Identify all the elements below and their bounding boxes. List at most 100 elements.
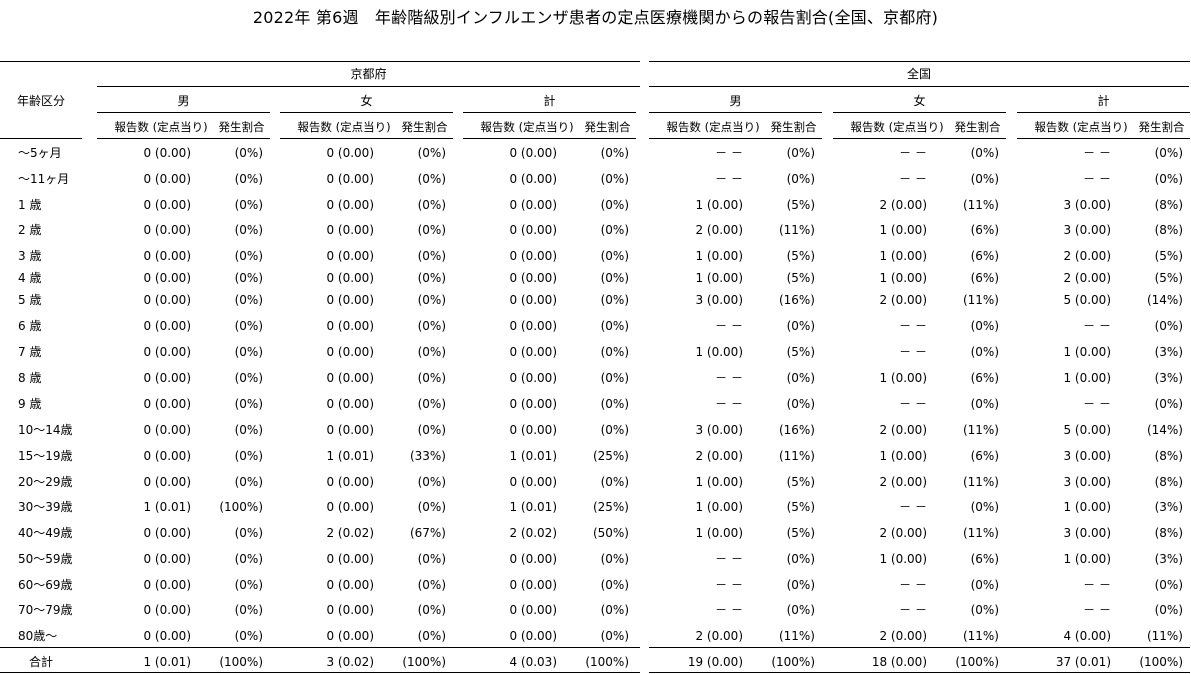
ratio-cell: (11%) (1146, 629, 1183, 643)
ratio-cell: (0%) (417, 423, 446, 437)
count-cell: 0 (0.00) (143, 475, 191, 489)
ratio-cell: (0%) (600, 475, 629, 489)
ratio-cell: (0%) (970, 172, 999, 186)
header-bottom-rule (833, 138, 1006, 139)
age-label: 20～29歳 (18, 475, 73, 489)
ratio-cell: (0%) (600, 552, 629, 566)
count-cell: － － (899, 500, 927, 514)
ratio-cell: (14%) (1146, 423, 1183, 437)
count-cell: － － (899, 146, 927, 160)
ratio-cell: (11%) (962, 526, 999, 540)
count-cell: － － (899, 578, 927, 592)
ratio-cell: (0%) (600, 249, 629, 263)
ratio-cell: (6%) (970, 249, 999, 263)
ratio-cell: (0%) (234, 249, 263, 263)
ratio-cell: (0%) (234, 475, 263, 489)
age-label: 60～69歳 (18, 578, 73, 592)
ratio-cell: (0%) (234, 293, 263, 307)
ratio-cell: (0%) (234, 345, 263, 359)
ratio-cell: (3%) (1154, 345, 1183, 359)
ratio-cell: (33%) (409, 449, 446, 463)
ratio-cell: (11%) (962, 423, 999, 437)
count-cell: 5 (0.00) (1063, 423, 1111, 437)
count-cell: 0 (0.00) (509, 223, 557, 237)
count-cell: 0 (0.00) (509, 146, 557, 160)
ratio-cell: (100%) (219, 500, 263, 514)
ratio-cell: (0%) (417, 172, 446, 186)
count-cell: 1 (0.00) (879, 552, 927, 566)
ratio-cell: (8%) (1154, 449, 1183, 463)
count-cell: 4 (0.03) (509, 655, 557, 669)
count-cell: 3 (0.00) (695, 293, 743, 307)
ratio-cell: (3%) (1154, 371, 1183, 385)
region-label-national: 全国 (906, 67, 931, 81)
table-top-rule (0, 61, 640, 62)
count-cell: － － (899, 397, 927, 411)
age-label: ～11ヶ月 (18, 172, 70, 186)
ratio-cell: (0%) (417, 293, 446, 307)
ratio-cell: (11%) (778, 223, 815, 237)
total-label: 合計 (28, 655, 53, 669)
ratio-cell: (0%) (600, 172, 629, 186)
age-label: 40～49歳 (18, 526, 73, 540)
ratio-cell: (0%) (417, 552, 446, 566)
count-cell: 0 (0.00) (326, 293, 374, 307)
count-cell: 4 (0.00) (1063, 629, 1111, 643)
age-label: 2 歳 (18, 223, 42, 237)
count-cell: － － (899, 319, 927, 333)
ratio-cell: (0%) (417, 271, 446, 285)
count-cell: 1 (0.00) (879, 249, 927, 263)
ratio-cell: (0%) (786, 552, 815, 566)
sex-header: 男 (729, 94, 742, 108)
ratio-cell: (5%) (786, 271, 815, 285)
count-cell: 0 (0.00) (509, 475, 557, 489)
count-cell: 2 (0.00) (695, 449, 743, 463)
age-label: 3 歳 (18, 249, 42, 263)
ratio-cell: (11%) (962, 475, 999, 489)
count-cell: 0 (0.00) (509, 319, 557, 333)
age-label: 9 歳 (18, 397, 42, 411)
ratio-cell: (0%) (234, 629, 263, 643)
region-rule (649, 86, 1189, 87)
count-cell: 1 (0.00) (695, 271, 743, 285)
ratio-cell: (0%) (234, 223, 263, 237)
ratio-cell: (3%) (1154, 500, 1183, 514)
ratio-cell: (100%) (1139, 655, 1183, 669)
ratio-cell: (0%) (417, 500, 446, 514)
ratio-cell: (100%) (771, 655, 815, 669)
count-cell: － － (715, 603, 743, 617)
ratio-cell: (0%) (600, 146, 629, 160)
count-cell: 3 (0.00) (1063, 198, 1111, 212)
count-cell: 1 (0.00) (879, 371, 927, 385)
count-cell: 2 (0.00) (879, 526, 927, 540)
count-cell: 0 (0.00) (143, 578, 191, 592)
header-bottom-rule (463, 138, 636, 139)
ratio-cell: (0%) (600, 423, 629, 437)
sex-rule (1017, 112, 1190, 113)
count-cell: － － (715, 578, 743, 592)
count-cell: 0 (0.00) (509, 423, 557, 437)
header-bottom-rule (1017, 138, 1190, 139)
ratio-cell: (0%) (786, 172, 815, 186)
age-label: 6 歳 (18, 319, 42, 333)
ratio-cell: (0%) (786, 397, 815, 411)
header-bottom-rule (0, 138, 82, 139)
ratio-header: 発生割合 (401, 120, 448, 134)
count-cell: 3 (0.00) (695, 423, 743, 437)
count-cell: 2 (0.02) (509, 526, 557, 540)
count-cell: 0 (0.00) (326, 397, 374, 411)
ratio-cell: (0%) (786, 371, 815, 385)
count-cell: 3 (0.00) (1063, 475, 1111, 489)
count-cell: － － (715, 319, 743, 333)
count-cell: 0 (0.00) (326, 500, 374, 514)
sex-rule (280, 112, 453, 113)
ratio-cell: (11%) (962, 198, 999, 212)
ratio-cell: (0%) (234, 397, 263, 411)
ratio-cell: (0%) (417, 475, 446, 489)
count-cell: 2 (0.00) (879, 198, 927, 212)
ratio-cell: (6%) (970, 552, 999, 566)
ratio-cell: (0%) (970, 603, 999, 617)
ratio-cell: (0%) (600, 198, 629, 212)
ratio-cell: (0%) (600, 603, 629, 617)
age-label: 5 歳 (18, 293, 42, 307)
